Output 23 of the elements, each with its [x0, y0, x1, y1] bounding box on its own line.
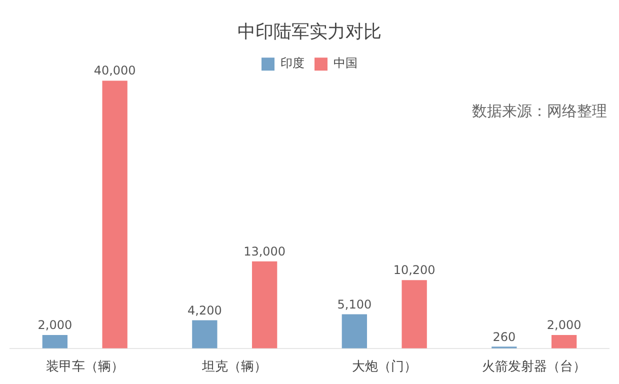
x-tick-label: 火箭发射器（台）: [482, 360, 586, 375]
legend-label: 中国: [334, 56, 358, 70]
data-label: 2,000: [546, 318, 582, 332]
data-label: 260: [492, 330, 516, 344]
chart-title: 中印陆军实力对比: [238, 21, 382, 42]
data-label: 40,000: [94, 64, 136, 78]
annotation: 数据来源：网络整理: [472, 102, 607, 120]
x-tick-label: 大炮（门）: [352, 358, 417, 375]
data-label: 2,000: [38, 318, 72, 332]
data-label: 10,200: [393, 263, 436, 278]
x-tick-label: 装甲车（辆）: [46, 360, 124, 375]
bar: [342, 314, 368, 348]
data-label: 5,100: [337, 297, 372, 312]
data-label: 13,000: [244, 244, 286, 258]
bar: [42, 335, 68, 348]
x-tick-label: 坦克（辆）: [201, 360, 268, 375]
bar: [402, 280, 427, 348]
bar: [192, 320, 218, 348]
legend-label: 印度: [280, 56, 304, 70]
bar: [102, 80, 128, 348]
data-label: 4,200: [187, 303, 222, 318]
bar: [252, 261, 278, 348]
bar: [551, 335, 577, 348]
